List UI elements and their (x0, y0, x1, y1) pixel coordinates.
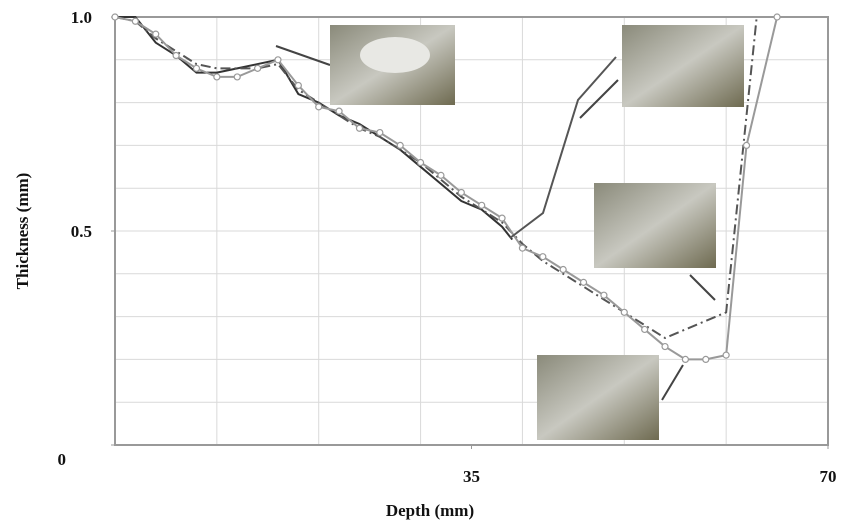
arrow (509, 56, 617, 239)
x-tick-label: 35 (463, 467, 480, 486)
point (600, 291, 608, 299)
arrow (661, 364, 684, 401)
point (661, 342, 669, 351)
point (773, 13, 781, 21)
point (396, 141, 404, 149)
point (559, 265, 567, 274)
y-tick-label: 1.0 (71, 8, 92, 27)
point (376, 128, 384, 137)
photo-annotations (275, 25, 744, 440)
y-tick-label: 0 (58, 450, 67, 469)
point (702, 355, 710, 363)
point (620, 308, 628, 316)
point (722, 351, 730, 359)
photo (537, 355, 659, 440)
point (315, 103, 323, 111)
point (355, 124, 364, 132)
point (233, 73, 241, 81)
point (254, 64, 262, 72)
point (641, 325, 649, 334)
point (579, 278, 588, 286)
point (294, 81, 302, 90)
point (274, 56, 282, 64)
point (742, 141, 751, 149)
series-line (114, 16, 758, 340)
point (335, 107, 343, 115)
point (478, 201, 486, 209)
point (152, 30, 160, 38)
point (213, 73, 221, 81)
arrow (579, 79, 619, 119)
photo-detail (360, 37, 430, 73)
point (111, 13, 119, 21)
point (192, 64, 201, 72)
point (457, 188, 465, 197)
point (416, 158, 425, 167)
y-axis-label: Thickness (mm) (13, 173, 32, 290)
x-tick-label: 70 (820, 467, 837, 486)
point (437, 171, 445, 179)
point (131, 17, 139, 25)
point (498, 214, 506, 222)
point (518, 244, 527, 252)
arrow (689, 274, 716, 301)
point (681, 355, 690, 363)
photo (622, 25, 744, 107)
point (172, 51, 180, 60)
plot-frame (114, 16, 829, 446)
x-axis-label: Depth (mm) (386, 501, 474, 520)
arrow (275, 45, 331, 66)
point (539, 253, 547, 261)
photo (594, 183, 716, 268)
y-tick-label: 0.5 (71, 222, 92, 241)
